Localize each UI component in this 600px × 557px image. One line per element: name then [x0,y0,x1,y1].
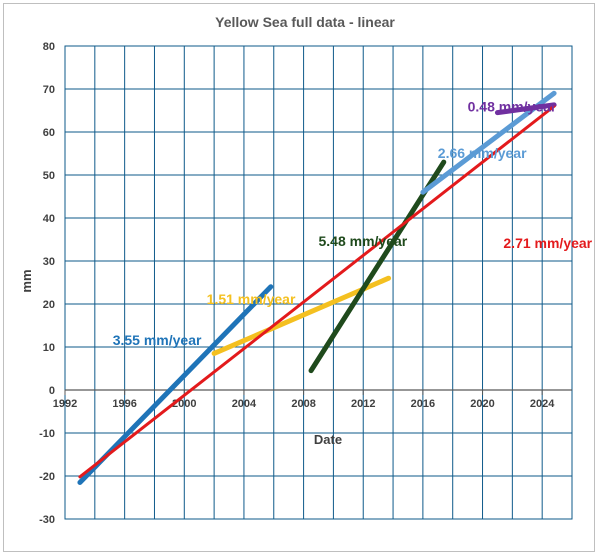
y-tick-label: 20 [43,299,55,311]
series-line [78,104,556,479]
y-tick-label: 50 [43,170,55,182]
y-tick-label: -10 [39,428,55,440]
y-tick-label: 70 [43,84,55,96]
x-tick-label: 1996 [112,398,136,410]
x-tick-label: 2000 [172,398,196,410]
y-tick-label: -30 [39,514,55,526]
x-tick-label: 2008 [291,398,315,410]
y-axis-label: mm [19,269,34,292]
x-tick-label: 2024 [530,398,555,410]
series-labels: 3.55 mm/year 1.51 mm/year 5.48 mm/year 2.66… [113,98,593,347]
plot-area-border [64,45,573,520]
series-label: 2.71 mm/year [503,235,592,251]
series-lines [77,90,557,485]
y-tick-label: 80 [43,41,55,53]
x-tick-label: 2012 [351,398,375,410]
series-label: 1.51 mm/year [207,291,296,307]
y-tick-label: 40 [43,213,55,225]
series-line [308,159,447,374]
y-tick-label: 0 [49,385,55,397]
x-tick-label: 2020 [470,398,494,410]
series-label: 2.66 mm/year [438,145,527,161]
axes: 1992 1996 2000 2004 2008 2012 2016 2020 2024 -30 -… [39,41,572,526]
grid [64,45,573,520]
x-tick-label: 2004 [232,398,257,410]
x-tick-label: 2016 [411,398,435,410]
series-label: 0.48 mm/year [468,98,557,114]
x-axis-label: Date [314,432,342,447]
chart-title: Yellow Sea full data - linear [215,14,395,30]
y-tick-label: -20 [39,471,55,483]
y-tick-label: 60 [43,127,55,139]
series-line [77,284,274,485]
x-tick-label: 1992 [53,398,77,410]
series-label: 5.48 mm/year [319,233,408,249]
series-line [494,102,557,116]
y-tick-label: 10 [43,342,55,354]
series-label: 3.55 mm/year [113,332,202,348]
y-tick-label: 30 [43,256,55,268]
